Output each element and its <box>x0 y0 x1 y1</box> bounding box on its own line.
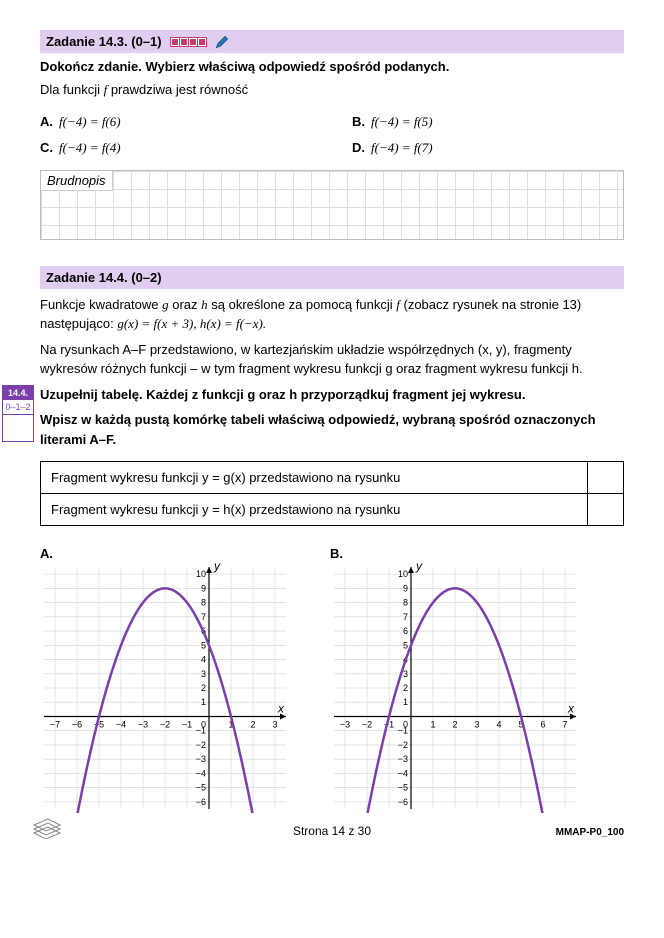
svg-text:2: 2 <box>201 683 206 693</box>
task-title: Zadanie 14.3. (0–1) <box>46 34 162 49</box>
doc-code: MMAP-P0_100 <box>556 827 624 838</box>
answer-table: Fragment wykresu funkcji y = g(x) przeds… <box>40 461 624 526</box>
score-task: 14.4. <box>3 386 33 400</box>
svg-text:1: 1 <box>430 719 435 729</box>
page-number: Strona 14 z 30 <box>293 824 371 838</box>
svg-text:−3: −3 <box>340 719 350 729</box>
row-prompt: Fragment wykresu funkcji y = h(x) przeds… <box>41 494 588 526</box>
svg-text:−5: −5 <box>196 783 206 793</box>
svg-text:3: 3 <box>272 719 277 729</box>
option-a[interactable]: A.f(−4) = f(6) <box>40 114 312 130</box>
options-grid: A.f(−4) = f(6) B.f(−4) = f(5) C.f(−4) = … <box>40 114 624 156</box>
svg-text:−3: −3 <box>138 719 148 729</box>
svg-text:y: y <box>213 563 221 573</box>
svg-text:3: 3 <box>403 669 408 679</box>
svg-text:3: 3 <box>201 669 206 679</box>
scratch-label: Brudnopis <box>41 171 113 191</box>
charts-row: A. −7−6−5−4−3−2−1123−6−5−4−3−2−112345678… <box>40 546 624 816</box>
svg-text:0: 0 <box>403 719 408 729</box>
chart-b-wrap: B. −3−2−11234567−6−5−4−3−2−1123456789100… <box>330 546 580 816</box>
task-header-14-3: Zadanie 14.3. (0–1) <box>40 30 624 53</box>
svg-text:x: x <box>277 701 285 715</box>
svg-text:−5: −5 <box>398 783 408 793</box>
svg-text:10: 10 <box>398 569 408 579</box>
score-sidebar: 14.4. 0–1–2 <box>2 385 34 442</box>
svg-text:5: 5 <box>201 640 206 650</box>
task1-instruction: Dokończ zdanie. Wybierz właściwą odpowie… <box>40 59 624 74</box>
svg-text:1: 1 <box>201 697 206 707</box>
option-b[interactable]: B.f(−4) = f(5) <box>352 114 624 130</box>
svg-text:8: 8 <box>403 598 408 608</box>
page-footer: Strona 14 z 30 MMAP-P0_100 <box>40 824 624 838</box>
svg-text:−2: −2 <box>362 719 372 729</box>
svg-text:−4: −4 <box>398 768 408 778</box>
svg-text:−1: −1 <box>182 719 192 729</box>
chart-a-wrap: A. −7−6−5−4−3−2−1123−6−5−4−3−2−112345678… <box>40 546 290 816</box>
svg-text:0: 0 <box>201 719 206 729</box>
task-title: Zadanie 14.4. (0–2) <box>46 270 162 285</box>
score-range: 0–1–2 <box>3 400 33 415</box>
svg-text:y: y <box>415 563 423 573</box>
svg-text:−6: −6 <box>398 797 408 807</box>
svg-text:−4: −4 <box>196 768 206 778</box>
svg-text:−7: −7 <box>50 719 60 729</box>
pencil-icon <box>215 35 229 49</box>
chart-b-label: B. <box>330 546 580 561</box>
task2-instruction-block: 14.4. 0–1–2 Uzupełnij tabelę. Każdej z f… <box>40 385 624 527</box>
svg-text:10: 10 <box>196 569 206 579</box>
svg-text:7: 7 <box>562 719 567 729</box>
svg-text:−2: −2 <box>160 719 170 729</box>
answer-cell-h[interactable] <box>588 494 624 526</box>
difficulty-badge <box>170 37 207 47</box>
svg-text:−3: −3 <box>196 754 206 764</box>
svg-text:4: 4 <box>201 655 206 665</box>
answer-cell-g[interactable] <box>588 462 624 494</box>
option-c[interactable]: C.f(−4) = f(4) <box>40 140 312 156</box>
svg-text:6: 6 <box>540 719 545 729</box>
svg-text:2: 2 <box>403 683 408 693</box>
option-d[interactable]: D.f(−4) = f(7) <box>352 140 624 156</box>
task2-instr-1: Uzupełnij tabelę. Każdej z funkcji g ora… <box>40 385 624 405</box>
svg-text:3: 3 <box>474 719 479 729</box>
svg-text:−4: −4 <box>116 719 126 729</box>
chart-b: −3−2−11234567−6−5−4−3−2−1123456789100xy <box>330 563 580 813</box>
score-box[interactable] <box>3 415 33 441</box>
svg-text:7: 7 <box>201 612 206 622</box>
svg-text:−6: −6 <box>72 719 82 729</box>
table-row: Fragment wykresu funkcji y = h(x) przeds… <box>41 494 624 526</box>
task2-instr-2: Wpisz w każdą pustą komórkę tabeli właśc… <box>40 410 624 449</box>
chart-a: −7−6−5−4−3−2−1123−6−5−4−3−2−112345678910… <box>40 563 290 813</box>
task-header-14-4: Zadanie 14.4. (0–2) <box>40 266 624 289</box>
svg-text:9: 9 <box>201 583 206 593</box>
row-prompt: Fragment wykresu funkcji y = g(x) przeds… <box>41 462 588 494</box>
task1-prompt: Dla funkcji f prawdziwa jest równość <box>40 80 624 100</box>
svg-text:7: 7 <box>403 612 408 622</box>
svg-text:4: 4 <box>496 719 501 729</box>
svg-text:−6: −6 <box>196 797 206 807</box>
svg-text:2: 2 <box>452 719 457 729</box>
svg-text:−2: −2 <box>196 740 206 750</box>
scratch-area: Brudnopis <box>40 170 624 240</box>
chart-a-label: A. <box>40 546 290 561</box>
svg-text:6: 6 <box>403 626 408 636</box>
pages-icon <box>30 813 64 842</box>
svg-text:−2: −2 <box>398 740 408 750</box>
svg-text:8: 8 <box>201 598 206 608</box>
svg-text:5: 5 <box>403 640 408 650</box>
task2-para2: Na rysunkach A–F przedstawiono, w kartez… <box>40 340 624 379</box>
svg-text:−3: −3 <box>398 754 408 764</box>
svg-text:1: 1 <box>403 697 408 707</box>
svg-text:9: 9 <box>403 583 408 593</box>
task2-para1: Funkcje kwadratowe g oraz h są określone… <box>40 295 624 334</box>
svg-text:2: 2 <box>250 719 255 729</box>
table-row: Fragment wykresu funkcji y = g(x) przeds… <box>41 462 624 494</box>
svg-text:x: x <box>567 701 575 715</box>
